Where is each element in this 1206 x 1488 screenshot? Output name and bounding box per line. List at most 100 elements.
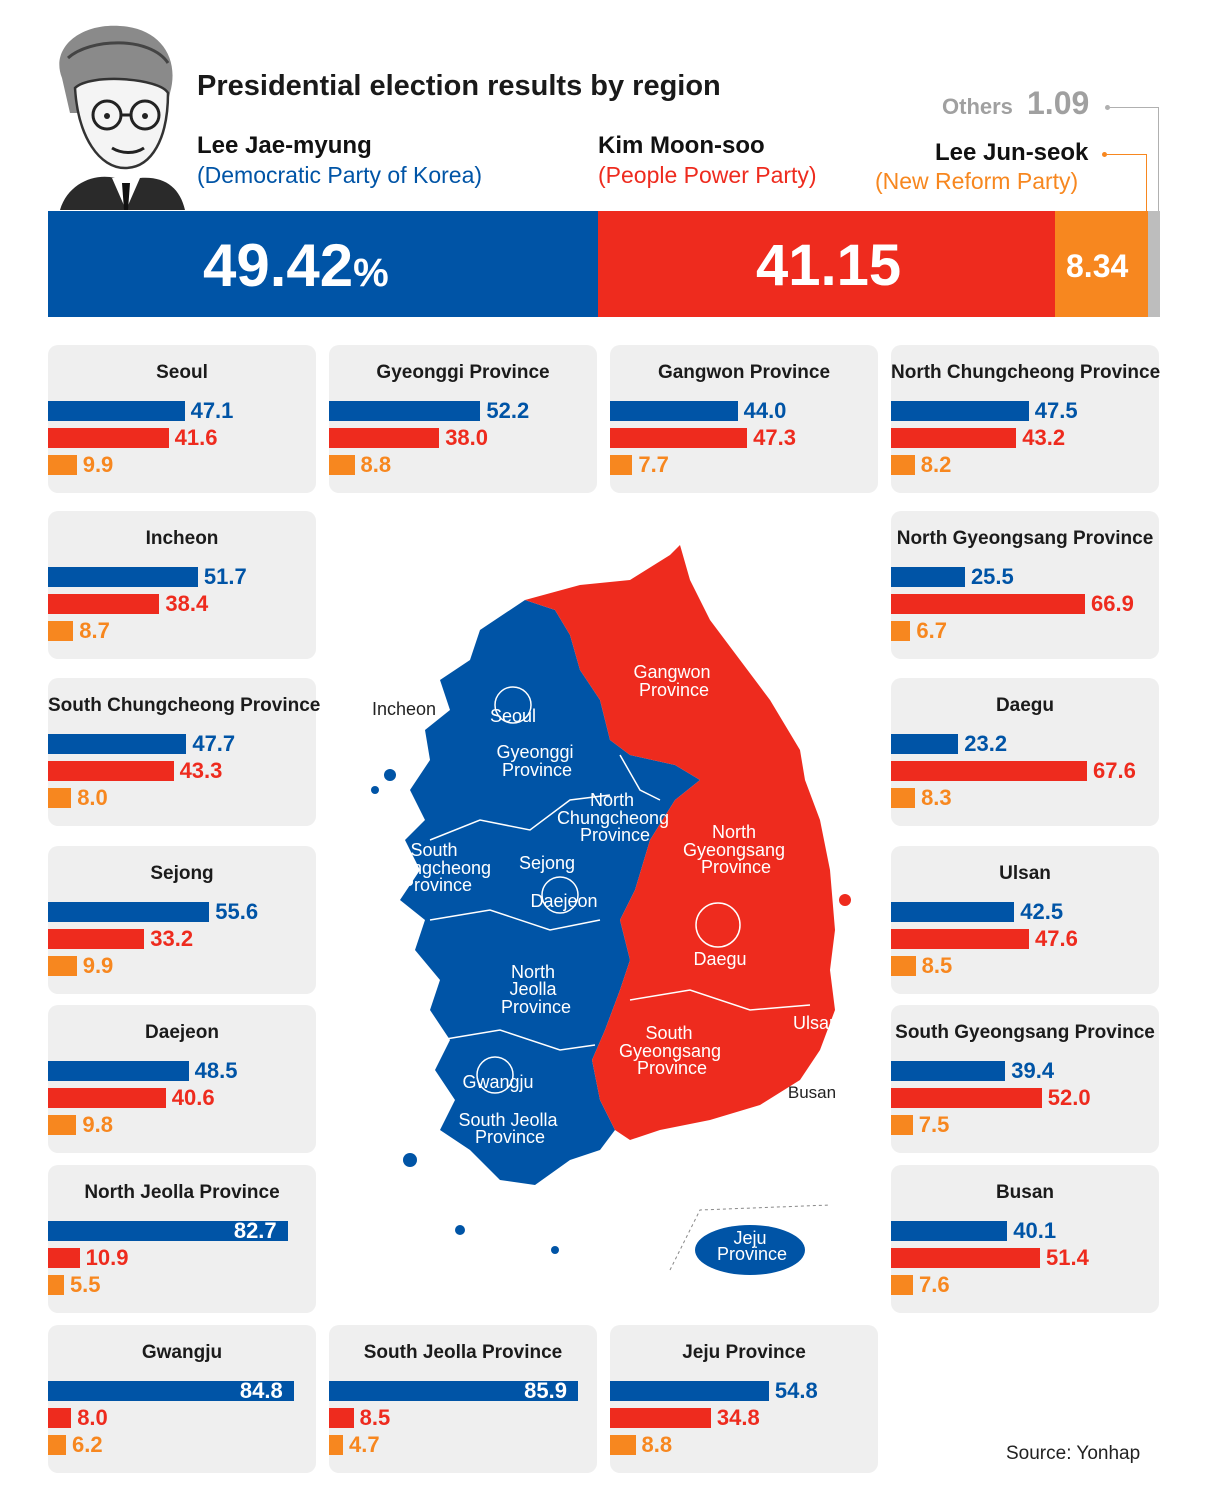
region-card-title: Gwangju [141, 1342, 223, 1363]
map-label-seoul: Seoul [490, 706, 536, 726]
region-bar-lee-jun-seok [329, 455, 355, 475]
region-card-title: Sejong [150, 863, 214, 884]
region-card: North Gyeongsang Province 25.5 66.9 6.7 [891, 511, 1159, 659]
region-value-lee-jae-myung: 44.0 [743, 398, 787, 423]
map-label-gangwon: Gangwon [633, 662, 710, 682]
region-value-lee-jun-seok: 5.5 [69, 1272, 101, 1297]
region-bar-lee-jae-myung [891, 734, 959, 754]
region-bar-kim-moon-soo [329, 1408, 354, 1428]
region-value-kim-moon-soo: 43.3 [179, 758, 223, 783]
region-card: Gangwon Province 44.0 47.3 7.7 [610, 345, 878, 493]
map-island [455, 1225, 465, 1235]
region-value-lee-jae-myung: 85.9 [524, 1378, 567, 1403]
others-leader-line [1110, 107, 1159, 108]
map-boundary [429, 909, 601, 931]
region-bar-lee-jun-seok [891, 1115, 913, 1135]
region-card: Sejong 55.6 33.2 9.9 [48, 846, 316, 994]
region-card: Seoul 47.1 41.6 9.9 [48, 345, 316, 493]
region-bar-lee-jun-seok [48, 788, 72, 808]
region-value-lee-jae-myung: 54.8 [774, 1378, 818, 1403]
region-value-lee-jun-seok: 4.7 [349, 1432, 380, 1457]
others-label: Others [942, 94, 1013, 119]
region-value-kim-moon-soo: 10.9 [85, 1245, 129, 1270]
region-card-title: Gangwon Province [657, 362, 831, 383]
region-bar-lee-jun-seok [48, 455, 77, 475]
region-bar-kim-moon-soo [48, 428, 169, 448]
region-bar-lee-jae-myung [610, 1381, 769, 1401]
map-island [551, 1246, 559, 1254]
region-value-kim-moon-soo: 52.0 [1047, 1085, 1091, 1110]
region-card: South Chungcheong Province 47.7 43.3 8.0 [48, 678, 320, 826]
others-leader-drop [1158, 107, 1159, 211]
region-value-lee-jun-seok: 9.9 [82, 452, 114, 477]
map-jeju [695, 1225, 805, 1275]
region-bar-lee-jae-myung [891, 902, 1015, 922]
map-jeju-dashes [669, 1204, 831, 1271]
map-label-south-chungcheong: Chungcheong [379, 858, 491, 878]
total-value-lee-jae-myung: 49.42% [203, 232, 389, 299]
region-bar-kim-moon-soo [891, 1248, 1041, 1268]
region-bar-lee-jun-seok [891, 455, 915, 475]
candidate-caricature [59, 25, 185, 210]
map-label-north-chungcheong: Chungcheong [557, 808, 669, 828]
map-label-incheon: Incheon [372, 699, 436, 719]
map-island [839, 894, 851, 906]
region-value-kim-moon-soo: 51.4 [1046, 1245, 1089, 1270]
region-card: Daejeon 48.5 40.6 9.8 [48, 1005, 316, 1153]
total-segment-lee-jun-seok [1055, 211, 1148, 317]
region-value-lee-jae-myung: 47.7 [192, 731, 236, 756]
candidate-name-kim-moon-soo: Kim Moon-soo [598, 132, 765, 159]
region-bar-lee-jae-myung [891, 401, 1029, 421]
region-bar-lee-jun-seok [48, 621, 74, 641]
map-label-gyeonggi: Province [502, 760, 572, 780]
total-value-lee-jun-seok: 8.34 [1066, 248, 1129, 284]
map-island [384, 769, 396, 781]
region-value-lee-jun-seok: 6.2 [71, 1432, 103, 1457]
map-label-north-jeolla: North [511, 962, 555, 982]
region-bar-lee-jae-myung [891, 1061, 1006, 1081]
region-bar-kim-moon-soo [891, 428, 1017, 448]
lee-js-leader-line [1107, 154, 1147, 155]
map-label-north-chungcheong: Province [580, 825, 650, 845]
region-bar-lee-jae-myung [891, 1221, 1008, 1241]
region-card: North Chungcheong Province 47.5 43.2 8.2 [891, 345, 1160, 493]
map-boundary-seoul [494, 686, 532, 724]
region-bar-kim-moon-soo [329, 428, 440, 448]
region-bar-kim-moon-soo [48, 761, 174, 781]
region-bar-kim-moon-soo [48, 1408, 72, 1428]
map-label-south-jeolla: South Jeolla [458, 1110, 558, 1130]
region-bar-lee-jun-seok [891, 621, 911, 641]
map-label-sejong: Sejong [519, 853, 575, 873]
map-boundary-daegu [695, 902, 741, 948]
map-boundary [439, 1029, 596, 1051]
region-value-lee-jae-myung: 52.2 [486, 398, 530, 423]
region-value-kim-moon-soo: 47.6 [1035, 926, 1078, 951]
korea-results-map: Seoul Gyeonggi Province Gangwon Province… [371, 545, 851, 1275]
map-label-daejeon: Daejeon [530, 891, 597, 911]
region-bar-kim-moon-soo [891, 594, 1085, 614]
region-value-kim-moon-soo: 33.2 [150, 926, 194, 951]
region-bar-lee-jae-myung [48, 1061, 189, 1081]
region-card-title: South Gyeongsang Province [895, 1022, 1155, 1043]
region-value-lee-jun-seok: 8.5 [921, 953, 953, 978]
region-bar-lee-jun-seok [329, 1435, 343, 1455]
region-bar-lee-jun-seok [891, 788, 916, 808]
region-bar-lee-jun-seok [610, 1435, 636, 1455]
region-value-lee-jae-myung: 25.5 [970, 564, 1014, 589]
map-label-busan: Busan [788, 1083, 836, 1102]
map-blue-region [400, 600, 700, 1185]
region-bar-kim-moon-soo [48, 1088, 166, 1108]
region-bar-lee-jun-seok [891, 1275, 914, 1295]
region-bar-kim-moon-soo [48, 929, 145, 949]
region-card: Incheon 51.7 38.4 8.7 [48, 511, 316, 659]
region-bar-lee-jae-myung [891, 567, 965, 587]
chart-title: Presidential election results by region [197, 70, 721, 102]
region-bar-lee-jae-myung [48, 567, 198, 587]
region-bar-lee-jun-seok [48, 1435, 66, 1455]
region-bar-kim-moon-soo [48, 594, 160, 614]
region-value-lee-jae-myung: 39.4 [1011, 1058, 1055, 1083]
candidate-name-lee-jun-seok: Lee Jun-seok [935, 139, 1089, 166]
region-value-lee-jae-myung: 51.7 [203, 564, 247, 589]
region-card-title: Daejeon [145, 1022, 219, 1043]
region-card-title: Incheon [145, 528, 219, 549]
